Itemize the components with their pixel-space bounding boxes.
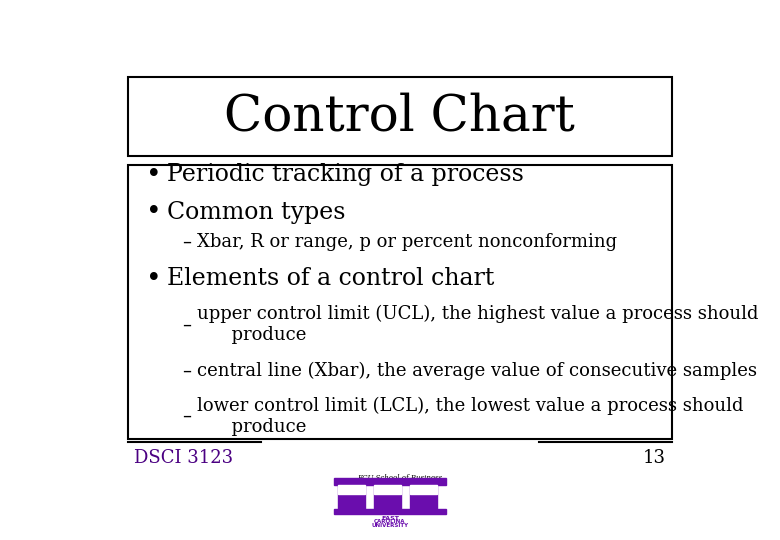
Bar — [338, 483, 365, 510]
Bar — [334, 478, 446, 485]
Text: ECU School of Business: ECU School of Business — [357, 474, 442, 482]
Bar — [410, 483, 438, 510]
Text: Elements of a control chart: Elements of a control chart — [167, 267, 495, 291]
Text: –: – — [182, 407, 191, 425]
Text: Xbar, R or range, p or percent nonconforming: Xbar, R or range, p or percent nonconfor… — [197, 233, 617, 251]
Text: upper control limit (UCL), the highest value a process should
      produce: upper control limit (UCL), the highest v… — [197, 305, 759, 344]
Text: •: • — [146, 266, 161, 292]
Bar — [374, 483, 401, 510]
Text: Periodic tracking of a process: Periodic tracking of a process — [167, 164, 524, 186]
Text: CAROLINA: CAROLINA — [374, 519, 406, 524]
Bar — [374, 485, 401, 494]
Text: Control Chart: Control Chart — [225, 92, 575, 141]
FancyBboxPatch shape — [128, 165, 672, 439]
Bar — [410, 485, 438, 494]
Text: 13: 13 — [643, 449, 666, 467]
Text: lower control limit (LCL), the lowest value a process should
      produce: lower control limit (LCL), the lowest va… — [197, 396, 744, 436]
Text: •: • — [146, 162, 161, 188]
Text: central line (Xbar), the average value of consecutive samples: central line (Xbar), the average value o… — [197, 361, 757, 380]
Bar — [334, 509, 446, 514]
Text: DSCI 3123: DSCI 3123 — [134, 449, 233, 467]
Text: Common types: Common types — [167, 201, 346, 224]
FancyBboxPatch shape — [128, 77, 672, 156]
Text: EAST: EAST — [381, 516, 399, 521]
Text: –: – — [182, 316, 191, 334]
Text: –: – — [182, 233, 191, 251]
Text: UNIVERSITY: UNIVERSITY — [371, 523, 409, 528]
Text: –: – — [182, 361, 191, 380]
Text: •: • — [146, 199, 161, 225]
Bar — [338, 485, 365, 494]
